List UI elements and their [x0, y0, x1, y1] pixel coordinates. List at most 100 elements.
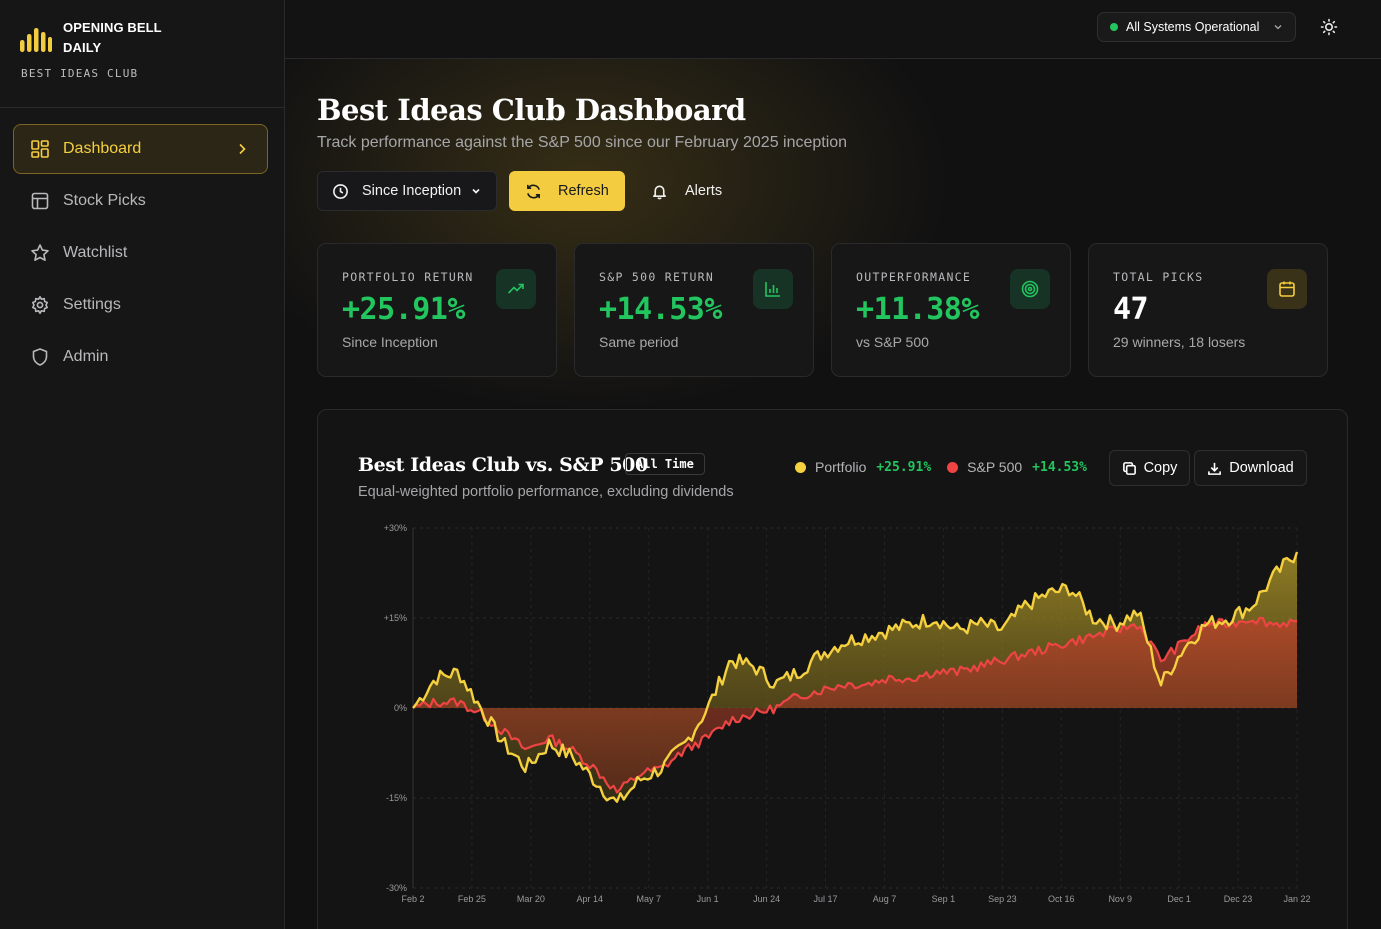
legend-value: +25.91%: [876, 459, 932, 475]
dashboard-grid-icon: [30, 139, 50, 159]
time-range-label: Since Inception: [362, 183, 462, 199]
sidebar: OPENING BELL DAILY BEST IDEAS CLUB Dashb…: [0, 0, 285, 929]
alerts-button[interactable]: Alerts: [637, 171, 737, 211]
chevron-down-icon: [472, 188, 480, 194]
sp500-line: [412, 616, 1298, 794]
y-tick-label: +30%: [384, 523, 407, 533]
chart-range-badge: All Time: [625, 453, 705, 475]
sidebar-item-stock-picks[interactable]: Stock Picks: [13, 176, 268, 226]
page-subtitle: Track performance against the S&P 500 si…: [317, 134, 848, 151]
chart-subtitle: Equal-weighted portfolio performance, ex…: [358, 484, 734, 500]
stat-label: TOTAL PICKS: [1113, 270, 1204, 284]
stat-label: PORTFOLIO RETURN: [342, 270, 474, 284]
stat-note: Same period: [599, 334, 679, 350]
stat-card-portfolio-return: PORTFOLIO RETURN +25.91% Since Inception: [317, 243, 557, 377]
stat-value: +11.38%: [856, 292, 979, 327]
legend-name: Portfolio: [815, 459, 867, 475]
stat-card-outperformance: OUTPERFORMANCE +11.38% vs S&P 500: [831, 243, 1071, 377]
calendar-icon: [1267, 269, 1307, 309]
logo-bars-icon: [20, 28, 52, 52]
sun-icon[interactable]: [1319, 17, 1339, 37]
stat-value: +14.53%: [599, 292, 722, 327]
legend-dot-icon: [795, 461, 806, 473]
stat-value: 47: [1113, 292, 1149, 327]
system-status-dropdown[interactable]: All Systems Operational: [1097, 12, 1296, 42]
x-tick-label: Jun 24: [753, 894, 780, 904]
stat-note: 29 winners, 18 losers: [1113, 334, 1246, 350]
x-tick-label: Jun 1: [697, 894, 719, 904]
performance-chart[interactable]: +30% +15% 0% -15% -30%Feb 2 Feb 25 Mar 20 Apr 1…: [318, 410, 1349, 929]
sp500-area: [413, 617, 1297, 793]
copy-label: Copy: [1143, 460, 1178, 476]
copy-button[interactable]: Copy: [1109, 450, 1190, 486]
x-tick-label: Sep 23: [988, 894, 1017, 904]
chart-legend: Portfolio +25.91% S&P 500 +14.53%: [795, 459, 1103, 475]
alerts-label: Alerts: [685, 183, 723, 199]
sidebar-item-label: Settings: [63, 296, 121, 313]
sidebar-divider: [0, 107, 285, 108]
clock-icon: [333, 183, 348, 199]
sidebar-nav: Dashboard Stock Picks Watchlist Settings: [13, 124, 268, 384]
portfolio-line: [412, 551, 1299, 803]
legend-item-portfolio: Portfolio +25.91%: [795, 459, 931, 475]
brand-name-line1: OPENING BELL: [63, 20, 162, 35]
x-tick-label: Apr 14: [577, 894, 604, 904]
sidebar-item-label: Dashboard: [63, 140, 142, 157]
page-title: Best Ideas Club Dashboard: [317, 93, 746, 127]
stat-label: S&P 500 RETURN: [599, 270, 715, 284]
brand-subtitle: BEST IDEAS CLUB: [21, 67, 139, 80]
x-tick-label: May 7: [636, 894, 661, 904]
x-tick-label: Nov 9: [1108, 894, 1132, 904]
time-range-dropdown[interactable]: Since Inception: [317, 171, 497, 211]
sidebar-item-watchlist[interactable]: Watchlist: [13, 228, 268, 278]
top-bar: All Systems Operational: [285, 0, 1381, 59]
x-tick-label: Feb 2: [401, 894, 424, 904]
chevron-right-icon: [239, 143, 246, 155]
sidebar-item-label: Stock Picks: [63, 192, 146, 209]
performance-chart-panel: Best Ideas Club vs. S&P 500 All Time Equ…: [317, 409, 1348, 929]
y-tick-label: -15%: [386, 793, 407, 803]
toolbar: Since Inception Refresh Alerts: [317, 171, 737, 211]
download-label: Download: [1229, 460, 1294, 476]
y-tick-label: -30%: [386, 883, 407, 893]
legend-dot-icon: [947, 461, 959, 473]
refresh-button[interactable]: Refresh: [509, 171, 625, 211]
bell-icon: [653, 185, 666, 199]
system-status-label: All Systems Operational: [1126, 20, 1260, 34]
stat-value: +25.91%: [342, 292, 465, 327]
x-tick-label: Dec 1: [1167, 894, 1191, 904]
sidebar-item-admin[interactable]: Admin: [13, 332, 268, 382]
bar-chart-icon: [753, 269, 793, 309]
main-content: Best Ideas Club Dashboard Track performa…: [285, 59, 1381, 929]
y-tick-label: 0%: [394, 703, 407, 713]
target-icon: [1010, 269, 1050, 309]
legend-value: +14.53%: [1032, 459, 1087, 475]
brand-name: OPENING BELL DAILY: [63, 18, 193, 58]
chevron-down-icon: [1274, 25, 1282, 30]
legend-name: S&P 500: [967, 459, 1023, 475]
brand-name-line2: DAILY: [63, 40, 102, 55]
sidebar-item-label: Watchlist: [63, 244, 128, 261]
x-tick-label: Dec 23: [1224, 894, 1253, 904]
refresh-label: Refresh: [558, 183, 609, 199]
status-dot-icon: [1110, 23, 1118, 31]
x-tick-label: Oct 16: [1048, 894, 1075, 904]
chart-title: Best Ideas Club vs. S&P 500: [358, 454, 648, 476]
gear-icon: [30, 295, 50, 315]
legend-item-sp500: S&P 500 +14.53%: [947, 459, 1087, 475]
sidebar-item-settings[interactable]: Settings: [13, 280, 268, 330]
refresh-icon: [527, 183, 540, 199]
download-button[interactable]: Download: [1194, 450, 1307, 486]
shield-icon: [30, 347, 50, 367]
sidebar-item-dashboard[interactable]: Dashboard: [13, 124, 268, 174]
stat-card-total-picks: TOTAL PICKS 47 29 winners, 18 losers: [1088, 243, 1328, 377]
x-tick-label: Jan 22: [1283, 894, 1310, 904]
table-icon: [30, 191, 50, 211]
copy-icon: [1122, 461, 1136, 475]
download-icon: [1208, 462, 1222, 475]
sidebar-item-label: Admin: [63, 348, 109, 365]
trending-up-icon: [496, 269, 536, 309]
stat-card-sp500-return: S&P 500 RETURN +14.53% Same period: [574, 243, 814, 377]
stat-note: Since Inception: [342, 334, 438, 350]
stat-note: vs S&P 500: [856, 334, 929, 350]
